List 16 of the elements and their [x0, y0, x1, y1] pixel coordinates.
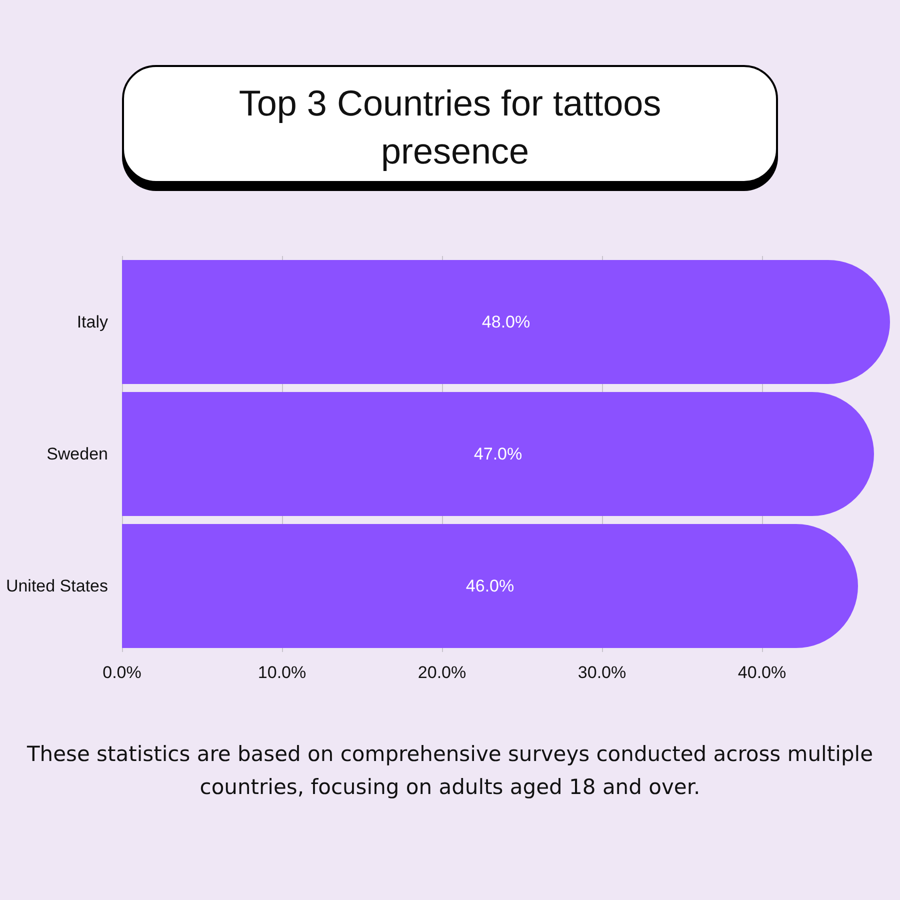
bar: [122, 524, 858, 648]
x-tick-label: 30.0%: [578, 663, 626, 682]
x-tick-label: 10.0%: [258, 663, 306, 682]
data-label: 48.0%: [482, 312, 530, 332]
y-tick-label: Sweden: [46, 444, 108, 464]
chart-title: Top 3 Countries for tattoos presence: [238, 82, 672, 172]
bar: [122, 392, 874, 516]
x-tick-label: 20.0%: [418, 663, 466, 682]
x-tick-label: 0.0%: [102, 663, 142, 682]
x-tick-label: 40.0%: [738, 663, 786, 682]
y-tick-label: United States: [6, 576, 108, 596]
bar: [122, 260, 890, 384]
data-label: 46.0%: [466, 576, 514, 596]
data-label: 47.0%: [474, 444, 522, 464]
y-tick-label: Italy: [76, 312, 108, 332]
text: These statistics are based on comprehensive surveys conducted across multiple countries, focusing on adults aged 18 and over.: [26, 741, 874, 801]
